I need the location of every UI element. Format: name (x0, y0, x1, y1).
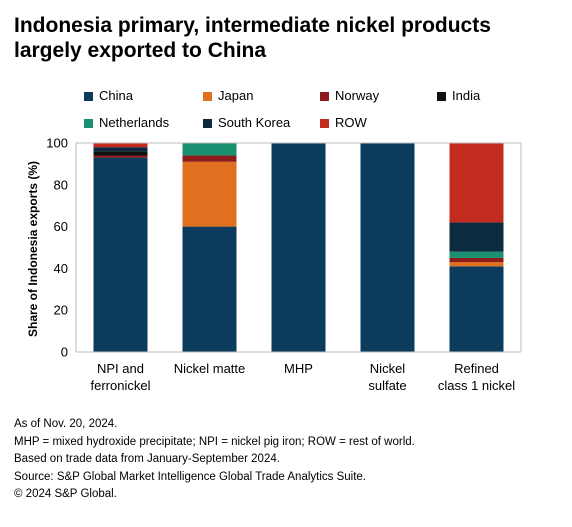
bar-1-row (93, 143, 148, 148)
legend-swatch-norway (320, 91, 329, 101)
bar-2-netherlands (182, 143, 237, 156)
y-axis-label: Share of Indonesia exports (%) (26, 161, 40, 337)
legend-swatch-japan (203, 91, 212, 101)
bar-5-netherlands (449, 251, 504, 258)
legend-item-south-korea: South Korea (203, 115, 290, 131)
footnote-copyright: © 2024 S&P Global. (14, 488, 117, 500)
footnote-data-basis: Based on trade data from January-Septemb… (14, 453, 280, 465)
legend-label-japan: Japan (218, 88, 254, 103)
bar-5-china (449, 266, 504, 352)
bar-3-china (271, 143, 326, 352)
legend-label-india: India (452, 88, 481, 103)
stacked-bar-chart: Share of Indonesia exports (%) 0 20 40 60 80… (26, 136, 522, 393)
y-tick-label-40: 40 (54, 261, 68, 276)
bars (93, 143, 504, 352)
legend-label-china: China (99, 88, 133, 103)
chart-title-line-1: Indonesia primary, intermediate nickel p… (14, 14, 491, 37)
bar-1-norway (93, 155, 148, 158)
footnote-abbreviations: MHP = mixed hydroxide precipitate; NPI =… (14, 435, 415, 448)
bar-1-south-korea (93, 147, 148, 152)
x-axis-labels: NPI and ferronickel Nickel matte MHP Nickel s… (91, 361, 516, 393)
y-tick-label-20: 20 (54, 303, 68, 318)
bar-2-norway (182, 155, 237, 162)
legend-label-south-korea: South Korea (218, 115, 291, 130)
bar-5-row (449, 143, 504, 223)
legend-label-row: ROW (335, 115, 367, 130)
legend-item-row: ROW (320, 115, 367, 131)
legend-label-netherlands: Netherlands (99, 115, 170, 130)
legend-swatch-india (437, 91, 446, 101)
x-tick-label-5-line-2: class 1 nickel (438, 378, 515, 393)
bar-5-south-korea (449, 222, 504, 252)
bar-2-china (182, 226, 237, 352)
legend-item-japan: Japan (203, 88, 253, 104)
bar-1-india (93, 151, 148, 156)
y-tick-label-60: 60 (54, 219, 68, 234)
x-tick-label-3-line-1: MHP (284, 361, 313, 376)
x-tick-label-4-line-1: Nickel (370, 361, 406, 376)
x-tick-label-1-line-1: NPI and (97, 361, 144, 376)
y-tick-label-0: 0 (61, 345, 68, 360)
legend-item-norway: Norway (320, 88, 379, 104)
footnote-source: Source: S&P Global Market Intelligence G… (14, 470, 367, 483)
legend-swatch-china (84, 91, 93, 101)
bar-1-china (93, 157, 148, 352)
y-tick-label-100: 100 (46, 136, 68, 151)
legend-item-india: India (437, 88, 480, 104)
x-tick-label-2-line-1: Nickel matte (174, 361, 246, 376)
y-axis-ticks: 0 20 40 60 80 100 (46, 136, 68, 360)
y-tick-label-80: 80 (54, 177, 68, 192)
legend-swatch-south-korea (203, 118, 212, 128)
footnote-date: As of Nov. 20, 2024. (14, 418, 118, 430)
chart-legend: China Japan Norway India Netherlands Sou… (0, 0, 572, 140)
bar-2-japan (182, 161, 237, 227)
x-tick-label-4-line-2: sulfate (368, 378, 406, 393)
legend-label-norway: Norway (335, 88, 380, 103)
bar-4-china (360, 143, 415, 352)
legend-swatch-row (320, 118, 329, 128)
legend-item-china: China (84, 88, 133, 104)
legend-item-netherlands: Netherlands (84, 115, 169, 131)
bar-5-japan (449, 262, 504, 267)
bar-5-norway (449, 257, 504, 263)
x-tick-label-5-line-1: Refined (454, 361, 499, 376)
footnotes: As of Nov. 20, 2024. MHP = mixed hydroxi… (14, 416, 564, 504)
chart-title-line-2: largely exported to China (14, 39, 267, 62)
chart-title: Indonesia primary, intermediate nickel p… (14, 13, 564, 63)
x-tick-label-1-line-2: ferronickel (91, 378, 151, 393)
legend-swatch-netherlands (84, 118, 93, 128)
